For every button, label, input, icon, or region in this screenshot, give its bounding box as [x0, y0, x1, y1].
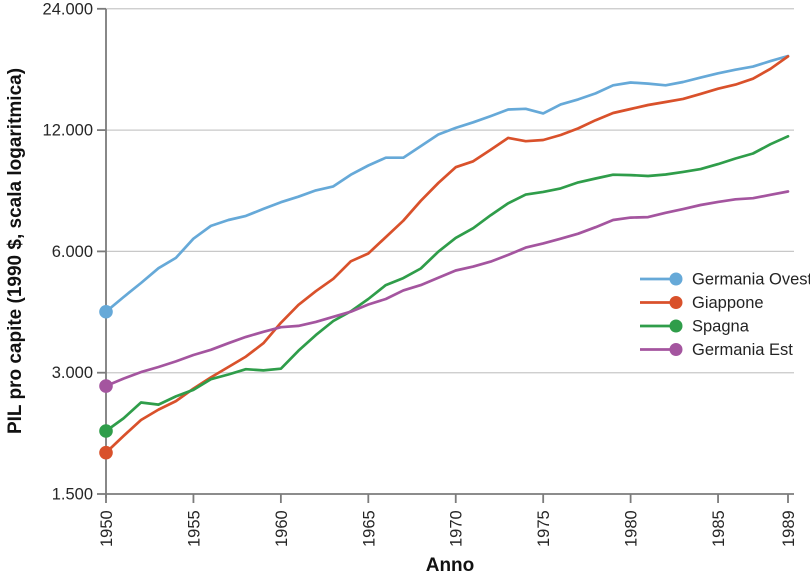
- y-tick-label-1500: 1.500: [52, 486, 93, 504]
- series-start-dot-giappone: [99, 445, 113, 460]
- series-line-germania-ovest: [104, 54, 790, 314]
- series-line-spagna: [104, 134, 790, 433]
- y-tick-label-6000: 6.000: [52, 243, 93, 261]
- y-axis-title: PIL pro capite (1990 $, scala logaritmic…: [5, 68, 26, 434]
- legend-label: Spagna: [692, 318, 750, 336]
- series-line-germania-est: [104, 190, 790, 388]
- legend-label: Germania Ovest: [692, 271, 810, 289]
- x-tick-label-1980: 1980: [623, 510, 641, 547]
- y-tick-label-3000: 3.000: [52, 364, 93, 382]
- series-line-giappone: [104, 55, 790, 454]
- legend-swatch-dot: [669, 343, 683, 356]
- y-tick-label-24000: 24.000: [43, 0, 93, 18]
- x-tick-label-1970: 1970: [448, 510, 466, 547]
- legend-item-spagna: Spagna: [640, 318, 750, 336]
- x-tick-label-1950: 1950: [98, 510, 116, 547]
- legend-swatch-dot: [669, 272, 683, 286]
- x-tick-label-1955: 1955: [185, 510, 203, 547]
- x-tick-label-1960: 1960: [273, 510, 291, 547]
- series-start-dot-germania-ovest: [99, 304, 113, 319]
- series-start-dot-spagna: [99, 424, 113, 438]
- legend-label: Giappone: [692, 294, 764, 312]
- legend-label: Germania Est: [692, 341, 793, 359]
- x-tick-label-1965: 1965: [360, 510, 378, 547]
- y-tick-label-12000: 12.000: [43, 122, 93, 140]
- legend-item-germania-ovest: Germania Ovest: [640, 271, 810, 289]
- x-tick-label-1985: 1985: [710, 510, 728, 547]
- series-start-dot-germania-est: [99, 379, 113, 393]
- legend-swatch-dot: [669, 319, 683, 333]
- x-tick-label-1975: 1975: [535, 510, 553, 547]
- x-axis-title: Anno: [426, 555, 475, 576]
- legend-item-germania-est: Germania Est: [640, 341, 793, 359]
- legend-swatch-dot: [669, 296, 683, 309]
- legend-item-giappone: Giappone: [640, 294, 764, 312]
- x-tick-label-1989: 1989: [780, 510, 798, 547]
